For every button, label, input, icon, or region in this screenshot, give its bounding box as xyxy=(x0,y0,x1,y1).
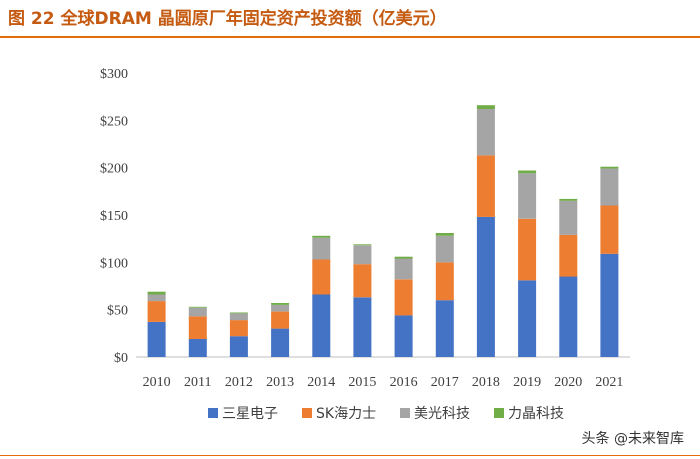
y-tick-label: $50 xyxy=(107,304,128,319)
bar-segment xyxy=(312,294,331,357)
bar-segment xyxy=(600,253,619,357)
y-tick-label: $100 xyxy=(100,256,128,271)
bar-segment xyxy=(353,245,372,265)
legend-swatch xyxy=(400,408,410,418)
bar-segment xyxy=(271,311,290,329)
legend-swatch xyxy=(302,408,312,418)
bar-segment xyxy=(271,303,290,305)
bar-segment xyxy=(394,315,413,357)
x-tick-label: 2011 xyxy=(184,375,211,390)
x-tick-label: 2013 xyxy=(266,375,294,390)
bar-segment xyxy=(188,316,207,339)
bar-segment xyxy=(147,322,166,357)
bar-segment xyxy=(518,173,537,219)
bar-segment xyxy=(559,234,578,277)
bars-layer xyxy=(147,105,619,357)
bar-segment xyxy=(353,264,372,298)
watermark-text: 头条 @未来智库 xyxy=(581,431,684,447)
axis-layer: $0 $50 $100 $150 $200 $250 $300 2010 2011 2012 201… xyxy=(100,67,630,390)
y-tick-label: $0 xyxy=(114,351,128,366)
bar-segment xyxy=(312,237,331,260)
x-tick-label: 2019 xyxy=(513,375,541,390)
legend: 三星电子 SK海力士 美光科技 力晶科技 xyxy=(208,406,564,422)
bar-segment xyxy=(229,336,248,357)
bar-segment xyxy=(271,328,290,357)
x-tick-label: 2021 xyxy=(595,375,623,390)
bar-segment xyxy=(271,304,290,312)
bar-segment xyxy=(435,235,454,263)
y-tick-label: $300 xyxy=(100,67,128,82)
bar-segment xyxy=(476,216,495,357)
title-underline xyxy=(0,36,700,38)
y-tick-label: $150 xyxy=(100,209,128,224)
x-tick-label: 2017 xyxy=(431,375,459,390)
bar-segment xyxy=(188,306,207,308)
bar-segment xyxy=(476,109,495,156)
bar-segment xyxy=(518,170,537,174)
bar-segment xyxy=(600,168,619,206)
legend-swatch xyxy=(208,408,218,418)
bar-segment xyxy=(229,320,248,337)
bar-segment xyxy=(600,166,619,169)
bar-segment xyxy=(476,105,495,109)
bar-segment xyxy=(559,198,578,201)
bar-segment xyxy=(559,276,578,357)
legend-label: 力晶科技 xyxy=(508,406,564,422)
x-tick-label: 2020 xyxy=(554,375,582,390)
bar-segment xyxy=(188,307,207,317)
x-tick-label: 2012 xyxy=(225,375,253,390)
y-tick-label: $200 xyxy=(100,162,128,177)
bar-segment xyxy=(229,313,248,321)
bar-segment xyxy=(476,155,495,217)
bar-segment xyxy=(353,297,372,357)
bar-segment xyxy=(353,244,372,246)
y-tick-label: $250 xyxy=(100,114,128,129)
x-tick-label: 2014 xyxy=(307,375,335,390)
x-tick-label: 2010 xyxy=(143,375,171,390)
bar-segment xyxy=(435,262,454,301)
legend-label: SK海力士 xyxy=(316,406,376,422)
legend-swatch xyxy=(494,408,504,418)
bar-segment xyxy=(518,280,537,357)
x-tick-label: 2015 xyxy=(348,375,376,390)
x-tick-label: 2018 xyxy=(472,375,500,390)
x-tick-label: 2016 xyxy=(390,375,418,390)
bar-segment xyxy=(559,200,578,235)
bar-segment xyxy=(147,301,166,322)
legend-label: 美光科技 xyxy=(414,406,470,422)
bar-segment xyxy=(394,279,413,316)
bar-segment xyxy=(188,339,207,357)
legend-label: 三星电子 xyxy=(222,406,278,422)
bar-segment xyxy=(312,259,331,295)
bar-segment xyxy=(435,300,454,357)
bar-segment xyxy=(312,235,331,238)
bar-segment xyxy=(394,256,413,259)
bar-segment xyxy=(435,233,454,236)
bar-segment xyxy=(147,291,166,295)
figure-title: 图 22 全球DRAM 晶圆原厂年固定资产投资额（亿美元） xyxy=(8,9,447,29)
bottom-rule xyxy=(0,455,700,456)
bar-segment xyxy=(147,294,166,302)
bar-segment xyxy=(518,218,537,281)
bar-segment xyxy=(600,205,619,254)
bar-segment xyxy=(229,312,248,314)
bar-segment xyxy=(394,258,413,280)
